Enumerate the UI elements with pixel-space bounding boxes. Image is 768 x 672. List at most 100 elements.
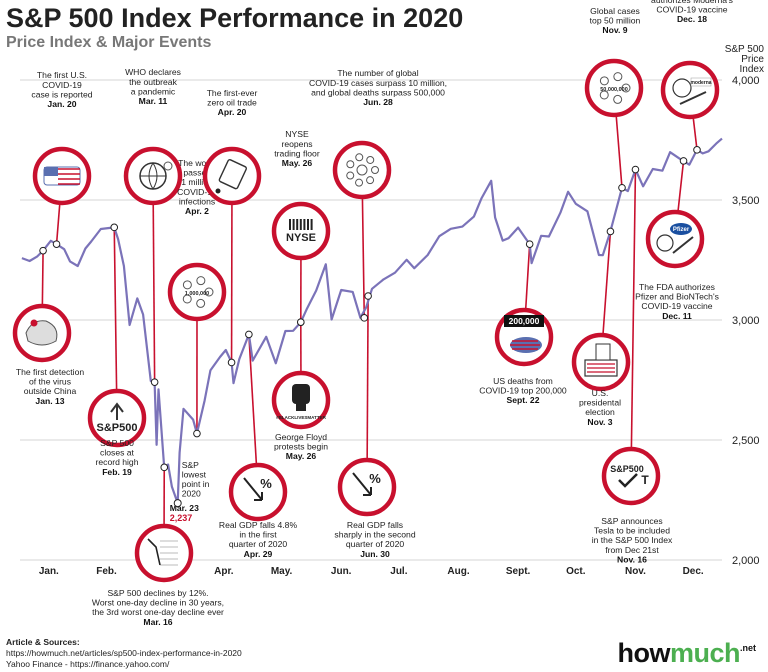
virus-cluster-icon: [346, 153, 379, 187]
callout-text: U.S.: [592, 388, 609, 398]
callout-text: quarter of 2020: [346, 539, 405, 549]
sources-block: Article & Sources: https://howmuch.net/a…: [6, 637, 242, 670]
callout-text: record high: [96, 457, 139, 467]
callout-text: in the first: [239, 530, 277, 540]
callout-connector: [113, 227, 118, 419]
y-tick-label: 2,000: [732, 555, 760, 567]
brand-logo: howmuch: [617, 638, 740, 669]
callout-text: The world: [178, 158, 216, 168]
callout-text: COVID-19 vaccine: [656, 4, 727, 14]
chart-subtitle: Price Index & Major Events: [6, 34, 212, 51]
callout-badge: [645, 209, 705, 269]
moderna-vaccine-icon: moderna: [672, 77, 712, 105]
low-point-text: 2020: [182, 489, 201, 499]
raised-fist-icon: #BLACKLIVESMATTER: [276, 384, 327, 420]
callout-text: Real GDP falls: [347, 520, 403, 530]
callout-text: sharply in the second: [334, 530, 415, 540]
callout-date: May. 26: [282, 158, 313, 168]
callout-text: S&P 500 declines by 12%.: [107, 588, 208, 598]
us-deaths-icon: 200,000: [504, 315, 544, 353]
chart-title: S&P 500 Index Performance in 2020: [6, 3, 463, 33]
x-tick-label: Jan.: [39, 566, 59, 577]
callout-text: The FDA authorizes: [639, 282, 715, 292]
event-dot: [245, 330, 253, 339]
callout-date: Apr. 29: [244, 549, 273, 559]
callout-text: zero oil trade: [207, 97, 257, 107]
callout-text: COVID-19 cases surpass 10 million,: [309, 78, 447, 88]
decline-chart-icon: [147, 538, 178, 566]
callout-text: COVID-19: [177, 187, 217, 197]
event-dot: [150, 378, 159, 386]
x-tick-label: Jul.: [390, 566, 407, 577]
x-tick-label: May.: [271, 566, 293, 577]
callout-date: Mar. 11: [139, 96, 168, 106]
event-dot: [173, 499, 182, 508]
callout-text: NYSE: [285, 129, 309, 139]
callout-text: passes: [183, 168, 210, 178]
brand-part-2: much: [669, 638, 741, 668]
event-dot: [679, 157, 688, 165]
low-point-date: Mar. 23: [170, 503, 199, 513]
low-point-text: lowest: [182, 470, 207, 480]
source-link-2[interactable]: Yahoo Finance - https://finance.yahoo.co…: [6, 659, 170, 669]
brand-suffix: .net: [739, 643, 756, 653]
callout-text: S&P announces: [601, 516, 662, 526]
y-axis-label-line: Price: [741, 54, 764, 65]
callout-date: Jun. 28: [363, 97, 393, 107]
source-link-1[interactable]: https://howmuch.net/articles/sp500-index…: [6, 648, 242, 658]
y-tick-label: 2,500: [732, 435, 760, 447]
callout-apr29: % Real GDP falls 4.8%in the firstquarter …: [219, 334, 297, 559]
low-point-value: 2,237: [170, 513, 193, 523]
x-tick-label: Nov.: [625, 566, 646, 577]
callout-text: election: [585, 407, 615, 417]
y-tick-labels: 2,000 2,500 3,000 3,500 4,000: [732, 75, 760, 567]
event-dot: [160, 463, 169, 472]
callout-text: outside China: [24, 386, 77, 396]
callout-date: Feb. 19: [102, 467, 132, 477]
callout-connector: [152, 175, 156, 383]
svg-text:%: %: [260, 476, 272, 491]
callout-mar16: S&P 500 declines by 12%.Worst one-day de…: [92, 467, 224, 627]
y-tick-label: 3,000: [732, 315, 760, 327]
pfizer-vaccine-icon: Pfizer: [656, 223, 694, 254]
callout-date: Jun. 30: [360, 549, 390, 559]
y-axis-label-line: S&P 500: [725, 44, 765, 55]
gdp-down-icon: %: [243, 476, 272, 501]
callout-text: infections: [179, 196, 215, 206]
sp500-up-icon: S&P500: [97, 402, 137, 434]
callout-text: quarter of 2020: [229, 539, 288, 549]
callout-text: Worst one-day decline in 30 years,: [92, 598, 224, 608]
callout-date: Jan. 20: [47, 99, 76, 109]
event-dot: [193, 429, 201, 438]
virus-50m-icon: 50,000,000: [599, 72, 631, 104]
callout-text: closes at: [100, 448, 135, 458]
callout-date: Apr. 20: [218, 107, 247, 117]
callout-text: authorizes Moderna's: [651, 0, 733, 5]
callout-badge: [584, 58, 644, 118]
callout-text: Global cases: [590, 6, 640, 16]
callout-text: presidental: [579, 398, 621, 408]
callout-text: trading floor: [274, 148, 320, 158]
callout-text: Pfizer and BioNTech's: [635, 292, 719, 302]
callout-date: Nov. 3: [587, 417, 612, 427]
callout-text: protests begin: [274, 442, 328, 452]
oil-barrel-icon: [215, 159, 248, 194]
callout-text: US deaths from: [493, 376, 553, 386]
svg-text:#BLACKLIVESMATTER: #BLACKLIVESMATTER: [276, 415, 326, 420]
callout-badge: [271, 201, 331, 261]
price-line: [21, 137, 723, 505]
callout-date: Dec. 18: [677, 14, 707, 24]
y-axis-label-line: Index: [740, 64, 764, 75]
event-dot: [39, 246, 47, 255]
y-tick-label: 4,000: [732, 75, 760, 87]
